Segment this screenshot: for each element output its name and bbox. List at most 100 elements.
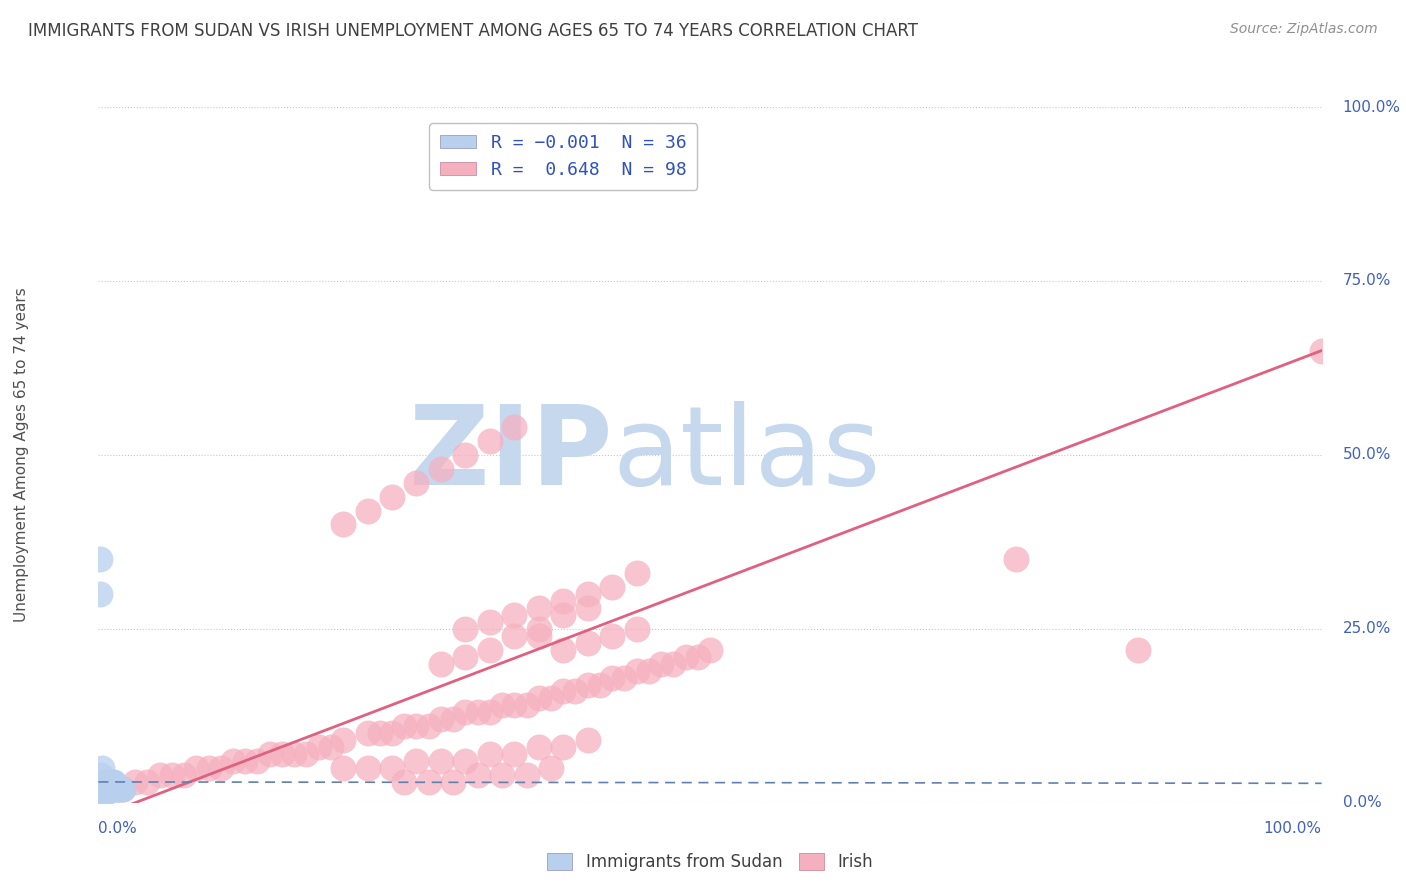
Point bbox=[626, 566, 648, 581]
Text: 75.0%: 75.0% bbox=[1343, 274, 1391, 288]
Point bbox=[478, 747, 501, 761]
Point bbox=[90, 781, 112, 796]
Point bbox=[613, 671, 636, 685]
Point bbox=[100, 781, 122, 796]
Point bbox=[89, 781, 111, 796]
Point bbox=[1310, 343, 1333, 358]
Point bbox=[89, 587, 111, 601]
Point bbox=[515, 698, 537, 713]
Point bbox=[405, 719, 427, 733]
Point bbox=[503, 607, 526, 622]
Point bbox=[478, 615, 501, 629]
Point bbox=[405, 475, 427, 490]
Point bbox=[527, 622, 550, 636]
Point bbox=[124, 775, 146, 789]
Point bbox=[467, 706, 489, 720]
Point bbox=[319, 740, 342, 755]
Point bbox=[576, 601, 599, 615]
Point bbox=[100, 781, 122, 796]
Point bbox=[93, 781, 115, 796]
Point bbox=[478, 642, 501, 657]
Point bbox=[136, 775, 159, 789]
Point bbox=[699, 642, 721, 657]
Point bbox=[97, 775, 120, 789]
Point bbox=[527, 691, 550, 706]
Point bbox=[103, 775, 125, 789]
Point bbox=[478, 434, 501, 448]
Point bbox=[103, 781, 125, 796]
Point bbox=[662, 657, 685, 671]
Point bbox=[96, 781, 118, 796]
Point bbox=[94, 781, 117, 796]
Point bbox=[356, 726, 378, 740]
Point bbox=[111, 781, 134, 796]
Point bbox=[105, 781, 128, 796]
Point bbox=[209, 761, 232, 775]
Text: 100.0%: 100.0% bbox=[1343, 100, 1400, 114]
Point bbox=[540, 691, 562, 706]
Point bbox=[527, 740, 550, 755]
Point bbox=[259, 747, 281, 761]
Point bbox=[308, 740, 330, 755]
Point bbox=[98, 781, 121, 796]
Point bbox=[600, 629, 623, 643]
Point bbox=[108, 781, 131, 796]
Point bbox=[111, 781, 134, 796]
Point bbox=[91, 789, 114, 803]
Point bbox=[381, 726, 404, 740]
Point bbox=[418, 775, 440, 789]
Point bbox=[90, 768, 112, 782]
Point bbox=[111, 781, 134, 796]
Point bbox=[381, 490, 404, 504]
Point bbox=[91, 781, 114, 796]
Point bbox=[332, 733, 354, 747]
Point bbox=[368, 726, 391, 740]
Point bbox=[650, 657, 672, 671]
Text: 25.0%: 25.0% bbox=[1343, 622, 1391, 636]
Point bbox=[430, 462, 453, 476]
Point bbox=[564, 684, 586, 698]
Point bbox=[553, 684, 575, 698]
Point bbox=[101, 775, 124, 789]
Point bbox=[430, 712, 453, 726]
Point bbox=[553, 607, 575, 622]
Point bbox=[553, 594, 575, 608]
Point bbox=[686, 649, 709, 664]
Point bbox=[197, 761, 219, 775]
Point bbox=[392, 775, 416, 789]
Point bbox=[91, 789, 114, 803]
Point bbox=[600, 671, 623, 685]
Point bbox=[104, 781, 127, 796]
Point bbox=[503, 698, 526, 713]
Point bbox=[101, 781, 124, 796]
Text: 0.0%: 0.0% bbox=[98, 821, 138, 836]
Point bbox=[98, 775, 121, 789]
Point bbox=[222, 754, 245, 768]
Point bbox=[101, 781, 124, 796]
Point bbox=[107, 781, 129, 796]
Point bbox=[491, 698, 513, 713]
Point bbox=[441, 712, 464, 726]
Text: 100.0%: 100.0% bbox=[1264, 821, 1322, 836]
Point bbox=[93, 775, 115, 789]
Legend: Immigrants from Sudan, Irish: Immigrants from Sudan, Irish bbox=[540, 847, 880, 878]
Point bbox=[160, 768, 183, 782]
Point bbox=[589, 677, 612, 691]
Point bbox=[91, 781, 114, 796]
Point bbox=[405, 754, 427, 768]
Point bbox=[381, 761, 404, 775]
Point bbox=[491, 768, 513, 782]
Point bbox=[94, 775, 117, 789]
Point bbox=[454, 706, 477, 720]
Point bbox=[89, 552, 111, 566]
Point bbox=[97, 781, 120, 796]
Point bbox=[356, 503, 378, 517]
Point bbox=[173, 768, 195, 782]
Point bbox=[454, 649, 477, 664]
Point bbox=[675, 649, 697, 664]
Point bbox=[91, 761, 114, 775]
Point bbox=[332, 761, 354, 775]
Point bbox=[186, 761, 208, 775]
Point bbox=[527, 601, 550, 615]
Point bbox=[454, 448, 477, 462]
